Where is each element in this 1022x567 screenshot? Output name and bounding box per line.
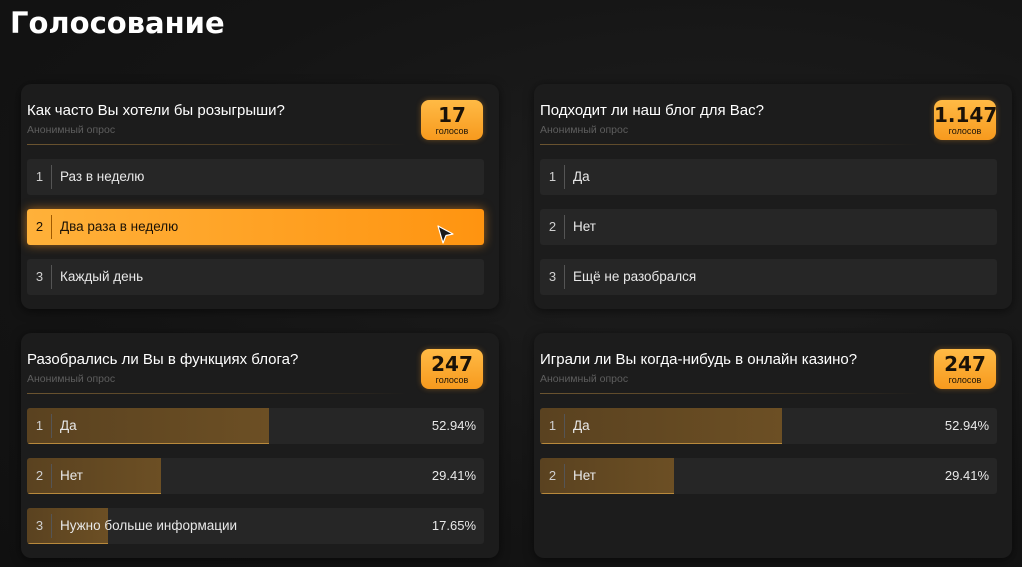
vote-count: 247 xyxy=(944,352,986,376)
option-separator xyxy=(564,265,565,289)
option-separator xyxy=(564,215,565,239)
vote-count-badge: 247 голосов xyxy=(421,349,483,389)
result-bar xyxy=(27,458,162,494)
option-separator xyxy=(51,414,52,438)
poll-divider xyxy=(27,144,407,145)
vote-count: 247 xyxy=(431,352,473,376)
poll-question: Как часто Вы хотели бы розыгрыши? xyxy=(27,102,285,119)
option-percent: 29.41% xyxy=(944,468,989,483)
option-label: Нет xyxy=(573,219,596,234)
option-index: 2 xyxy=(35,468,44,483)
option-label: Два раза в неделю xyxy=(60,219,179,234)
poll-card-blog-fit: Подходит ли наш блог для Вас? Анонимный … xyxy=(534,84,1012,309)
poll-subtitle: Анонимный опрос xyxy=(540,373,629,385)
option-separator xyxy=(51,514,52,538)
option-index: 1 xyxy=(548,169,557,184)
option-label: Нет xyxy=(573,468,596,483)
poll-result-row: 2 Нет 29.41% xyxy=(27,458,484,494)
poll-question: Разобрались ли Вы в функциях блога? xyxy=(27,351,299,368)
poll-option-selected[interactable]: 2 Два раза в неделю xyxy=(27,209,484,245)
option-index: 1 xyxy=(548,418,557,433)
vote-count-badge: 247 голосов xyxy=(934,349,996,389)
result-bar xyxy=(27,408,269,444)
vote-count-label: голосов xyxy=(435,375,469,385)
option-index: 2 xyxy=(548,219,557,234)
poll-option[interactable]: 3 Ещё не разобрался xyxy=(540,259,997,295)
option-percent: 29.41% xyxy=(431,468,476,483)
poll-question: Играли ли Вы когда-нибудь в онлайн казин… xyxy=(540,351,858,368)
option-index: 3 xyxy=(548,269,557,284)
option-percent: 52.94% xyxy=(944,418,989,433)
result-bar xyxy=(27,508,108,544)
option-label: Да xyxy=(573,169,590,184)
poll-divider xyxy=(540,393,920,394)
poll-result-row: 2 Нет 29.41% xyxy=(540,458,997,494)
option-label: Нет xyxy=(60,468,83,483)
option-separator xyxy=(51,165,52,189)
poll-divider xyxy=(27,393,407,394)
option-index: 3 xyxy=(35,518,44,533)
vote-count-label: голосов xyxy=(948,126,982,136)
poll-card-draws: Как часто Вы хотели бы розыгрыши? Аноним… xyxy=(21,84,499,309)
option-percent: 17.65% xyxy=(431,518,476,533)
option-separator xyxy=(564,464,565,488)
option-separator xyxy=(51,464,52,488)
poll-option[interactable]: 3 Каждый день xyxy=(27,259,484,295)
option-label: Нужно больше информации xyxy=(60,518,238,533)
option-label: Каждый день xyxy=(60,269,144,284)
vote-count: 17 xyxy=(438,103,466,127)
option-index: 1 xyxy=(35,169,44,184)
vote-count-label: голосов xyxy=(948,375,982,385)
option-separator xyxy=(564,414,565,438)
option-label: Раз в неделю xyxy=(60,169,145,184)
vote-count-badge: 17 голосов xyxy=(421,100,483,140)
option-label: Да xyxy=(573,418,590,433)
poll-result-row: 1 Да 52.94% xyxy=(540,408,997,444)
option-index: 2 xyxy=(35,219,44,234)
option-separator xyxy=(564,165,565,189)
vote-count: 1.147 xyxy=(934,103,998,127)
result-bar xyxy=(540,408,782,444)
poll-card-online-casino: Играли ли Вы когда-нибудь в онлайн казин… xyxy=(534,333,1012,558)
option-percent: 52.94% xyxy=(431,418,476,433)
option-index: 3 xyxy=(35,269,44,284)
poll-option[interactable]: 2 Нет xyxy=(540,209,997,245)
poll-divider xyxy=(540,144,920,145)
poll-result-row: 3 Нужно больше информации 17.65% xyxy=(27,508,484,544)
mouse-cursor-icon xyxy=(437,225,454,244)
poll-subtitle: Анонимный опрос xyxy=(27,373,116,385)
poll-question: Подходит ли наш блог для Вас? xyxy=(540,102,764,119)
option-index: 1 xyxy=(35,418,44,433)
poll-card-blog-features: Разобрались ли Вы в функциях блога? Анон… xyxy=(21,333,499,558)
poll-subtitle: Анонимный опрос xyxy=(27,124,116,136)
poll-subtitle: Анонимный опрос xyxy=(540,124,629,136)
page-title: Голосование xyxy=(10,6,225,40)
option-separator xyxy=(51,215,52,239)
result-bar xyxy=(540,458,675,494)
option-index: 2 xyxy=(548,468,557,483)
option-label: Да xyxy=(60,418,77,433)
option-separator xyxy=(51,265,52,289)
poll-result-row: 1 Да 52.94% xyxy=(27,408,484,444)
vote-count-badge: 1.147 голосов xyxy=(934,100,998,140)
poll-option[interactable]: 1 Раз в неделю xyxy=(27,159,484,195)
vote-count-label: голосов xyxy=(435,126,469,136)
option-label: Ещё не разобрался xyxy=(573,269,697,284)
poll-option[interactable]: 1 Да xyxy=(540,159,997,195)
